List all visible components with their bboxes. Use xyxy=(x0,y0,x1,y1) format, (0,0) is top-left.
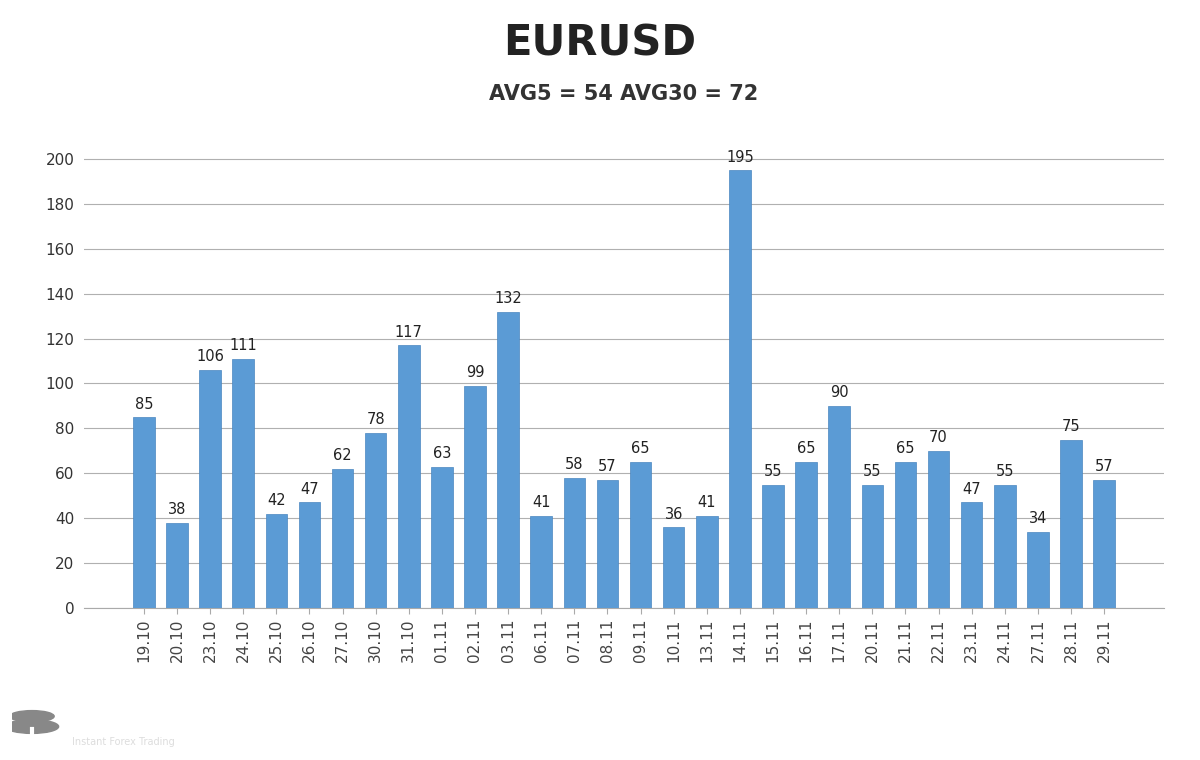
Bar xyxy=(730,170,751,608)
Bar xyxy=(233,359,254,608)
Bar xyxy=(365,433,386,608)
Circle shape xyxy=(5,720,59,733)
Text: 111: 111 xyxy=(229,338,257,353)
Bar xyxy=(630,462,652,608)
Title: AVG5 = 54 AVG30 = 72: AVG5 = 54 AVG30 = 72 xyxy=(490,84,758,104)
Bar xyxy=(1093,480,1115,608)
Bar xyxy=(265,514,287,608)
Bar xyxy=(895,462,917,608)
Text: 36: 36 xyxy=(665,507,683,521)
Bar xyxy=(530,516,552,608)
Bar xyxy=(464,385,486,608)
Bar xyxy=(564,478,586,608)
Text: 38: 38 xyxy=(168,502,186,517)
Text: instaforex: instaforex xyxy=(72,714,160,728)
Text: 55: 55 xyxy=(996,464,1014,479)
Text: 41: 41 xyxy=(532,496,551,510)
Text: 65: 65 xyxy=(631,442,650,457)
Bar xyxy=(696,516,718,608)
Text: 117: 117 xyxy=(395,325,422,340)
Bar xyxy=(1027,532,1049,608)
Bar xyxy=(497,312,518,608)
Text: 42: 42 xyxy=(266,493,286,508)
Bar xyxy=(994,485,1015,608)
Text: 132: 132 xyxy=(494,291,522,306)
Bar xyxy=(662,527,684,608)
Bar xyxy=(331,469,353,608)
Bar xyxy=(1061,439,1081,608)
Text: 63: 63 xyxy=(433,446,451,461)
Text: 85: 85 xyxy=(134,397,154,411)
Text: 57: 57 xyxy=(1094,459,1114,474)
Text: Instant Forex Trading: Instant Forex Trading xyxy=(72,737,175,747)
Text: 195: 195 xyxy=(726,150,754,164)
Text: 65: 65 xyxy=(896,442,914,457)
Bar xyxy=(596,480,618,608)
Bar xyxy=(431,467,452,608)
Text: 47: 47 xyxy=(300,482,319,497)
Bar xyxy=(398,345,420,608)
Text: 75: 75 xyxy=(1062,419,1080,434)
Text: 62: 62 xyxy=(334,448,352,463)
Text: 55: 55 xyxy=(763,464,782,479)
Bar xyxy=(299,502,320,608)
Text: 34: 34 xyxy=(1028,511,1048,526)
Bar xyxy=(961,502,983,608)
Text: 78: 78 xyxy=(366,412,385,427)
Text: EURUSD: EURUSD xyxy=(504,23,696,65)
Text: 47: 47 xyxy=(962,482,982,497)
Text: 55: 55 xyxy=(863,464,882,479)
Bar xyxy=(796,462,817,608)
Circle shape xyxy=(10,711,54,722)
Circle shape xyxy=(0,711,94,743)
Text: 99: 99 xyxy=(466,365,485,380)
Text: 58: 58 xyxy=(565,458,583,472)
Text: 57: 57 xyxy=(598,459,617,474)
Bar xyxy=(862,485,883,608)
Text: 90: 90 xyxy=(830,385,848,401)
Bar xyxy=(199,370,221,608)
Bar xyxy=(167,523,187,608)
Text: 106: 106 xyxy=(196,350,224,364)
Bar xyxy=(828,406,850,608)
Text: 70: 70 xyxy=(929,430,948,445)
Bar xyxy=(133,417,155,608)
Bar xyxy=(762,485,784,608)
Text: 41: 41 xyxy=(697,496,716,510)
Text: 65: 65 xyxy=(797,442,815,457)
Bar xyxy=(928,451,949,608)
